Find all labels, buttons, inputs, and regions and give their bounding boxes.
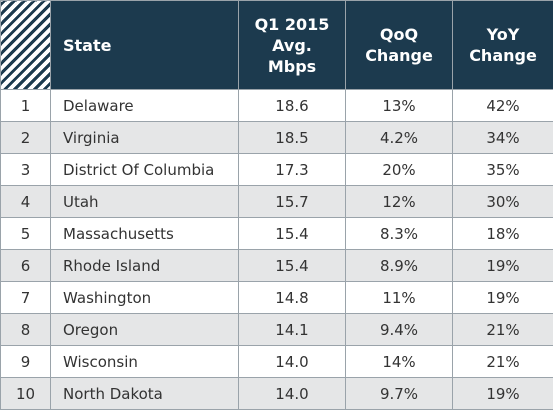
- state-cell: Utah: [51, 186, 239, 218]
- rank-cell: 6: [1, 250, 51, 282]
- value-cell: 14.0: [239, 378, 346, 410]
- header-cell: YoY Change: [453, 1, 553, 90]
- state-cell: District Of Columbia: [51, 154, 239, 186]
- rank-cell: 4: [1, 186, 51, 218]
- state-cell: Oregon: [51, 314, 239, 346]
- state-cell: North Dakota: [51, 378, 239, 410]
- value-cell: 12%: [346, 186, 453, 218]
- state-cell: Massachusetts: [51, 218, 239, 250]
- value-cell: 19%: [453, 378, 553, 410]
- value-cell: 19%: [453, 250, 553, 282]
- value-cell: 15.7: [239, 186, 346, 218]
- value-cell: 34%: [453, 122, 553, 154]
- value-cell: 11%: [346, 282, 453, 314]
- header-cell: Q1 2015 Avg. Mbps: [239, 1, 346, 90]
- rank-cell: 1: [1, 90, 51, 122]
- value-cell: 13%: [346, 90, 453, 122]
- value-cell: 9.7%: [346, 378, 453, 410]
- rank-cell: 9: [1, 346, 51, 378]
- header-cell: State: [51, 1, 239, 90]
- value-cell: 42%: [453, 90, 553, 122]
- value-cell: 15.4: [239, 250, 346, 282]
- rank-cell: 8: [1, 314, 51, 346]
- value-cell: 18.6: [239, 90, 346, 122]
- header-cell: QoQ Change: [346, 1, 453, 90]
- rank-cell: 2: [1, 122, 51, 154]
- value-cell: 18%: [453, 218, 553, 250]
- value-cell: 15.4: [239, 218, 346, 250]
- value-cell: 4.2%: [346, 122, 453, 154]
- state-cell: Washington: [51, 282, 239, 314]
- value-cell: 14.0: [239, 346, 346, 378]
- value-cell: 9.4%: [346, 314, 453, 346]
- value-cell: 18.5: [239, 122, 346, 154]
- state-cell: Virginia: [51, 122, 239, 154]
- value-cell: 14%: [346, 346, 453, 378]
- rank-cell: 10: [1, 378, 51, 410]
- rank-cell: 3: [1, 154, 51, 186]
- value-cell: 19%: [453, 282, 553, 314]
- value-cell: 30%: [453, 186, 553, 218]
- value-cell: 17.3: [239, 154, 346, 186]
- value-cell: 20%: [346, 154, 453, 186]
- value-cell: 21%: [453, 346, 553, 378]
- rank-cell: 7: [1, 282, 51, 314]
- value-cell: 8.9%: [346, 250, 453, 282]
- state-cell: Wisconsin: [51, 346, 239, 378]
- rank-cell: 5: [1, 218, 51, 250]
- hatch-cell: [1, 1, 51, 90]
- value-cell: 14.8: [239, 282, 346, 314]
- value-cell: 35%: [453, 154, 553, 186]
- header-row: State Q1 2015 Avg. Mbps QoQ Change YoY C…: [1, 1, 553, 90]
- state-cell: Rhode Island: [51, 250, 239, 282]
- value-cell: 21%: [453, 314, 553, 346]
- value-cell: 8.3%: [346, 218, 453, 250]
- state-cell: Delaware: [51, 90, 239, 122]
- value-cell: 14.1: [239, 314, 346, 346]
